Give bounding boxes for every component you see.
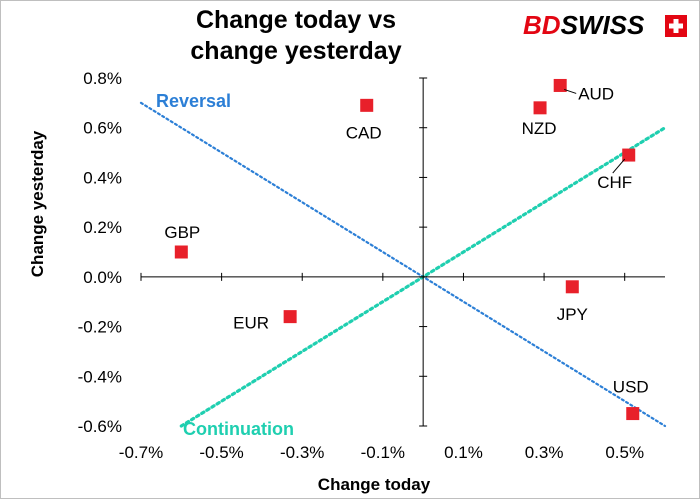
point-label-cad: CAD — [346, 123, 382, 142]
axes — [141, 78, 665, 426]
point-label-nzd: NZD — [522, 119, 557, 138]
leader-line-chf — [612, 158, 626, 174]
line-annotations: Reversal Continuation — [156, 91, 294, 439]
guide-lines — [139, 101, 667, 428]
logo-text-swiss: SWISS — [561, 10, 645, 40]
point-label-chf: CHF — [597, 173, 632, 192]
y-tick-label: 0.4% — [83, 168, 122, 187]
x-tick-label: 0.5% — [605, 443, 644, 462]
point-aud — [553, 78, 567, 92]
continuation-annotation: Continuation — [183, 419, 294, 439]
logo-text-bd: BD — [523, 10, 561, 40]
chart-title-line-2: change yesterday — [190, 37, 402, 65]
y-tick-label: 0.2% — [83, 218, 122, 237]
reversal-annotation: Reversal — [156, 91, 231, 111]
y-tick-label: -0.4% — [78, 367, 122, 386]
y-tick-label: 0.6% — [83, 119, 122, 138]
y-tick-label: 0.8% — [83, 69, 122, 88]
y-tick-label: 0.0% — [83, 268, 122, 287]
point-gbp — [174, 245, 188, 259]
bdswiss-logo: BDSWISS — [523, 10, 687, 40]
x-axis-ticks: -0.7% -0.5% -0.3% -0.1% 0.1% 0.3% 0.5% — [119, 272, 644, 462]
x-axis-label: Change today — [318, 475, 431, 494]
svg-text:BDSWISS: BDSWISS — [523, 10, 645, 40]
point-nzd — [533, 101, 547, 115]
swiss-cross-horizontal — [669, 23, 683, 29]
point-eur — [283, 310, 297, 324]
point-jpy — [565, 280, 579, 294]
x-tick-label: -0.1% — [361, 443, 405, 462]
chart-title: Change today vs change yesterday — [151, 5, 441, 67]
leader-line-aud — [564, 88, 577, 94]
point-label-gbp: GBP — [164, 223, 200, 242]
point-label-aud: AUD — [578, 84, 614, 103]
point-usd — [626, 407, 640, 421]
point-chf — [622, 148, 636, 162]
y-axis-label: Change yesterday — [28, 130, 47, 277]
y-tick-label: -0.6% — [78, 417, 122, 436]
point-label-jpy: JPY — [557, 305, 588, 324]
chart-title-line-1: Change today vs — [195, 6, 397, 34]
y-axis-ticks: 0.8% 0.6% 0.4% 0.2% 0.0% -0.2% -0.4% -0.6% — [78, 69, 428, 436]
x-tick-label: 0.1% — [444, 443, 483, 462]
x-tick-label: -0.3% — [280, 443, 324, 462]
point-label-usd: USD — [613, 378, 649, 397]
x-tick-label: -0.5% — [199, 443, 243, 462]
x-tick-label: -0.7% — [119, 443, 163, 462]
point-label-eur: EUR — [233, 314, 269, 333]
x-tick-label: 0.3% — [525, 443, 564, 462]
data-points: AUD NZD CAD CHF GBP JPY EUR USD — [164, 78, 649, 421]
point-cad — [360, 98, 374, 112]
reversal-line — [139, 101, 667, 428]
y-tick-label: -0.2% — [78, 318, 122, 337]
